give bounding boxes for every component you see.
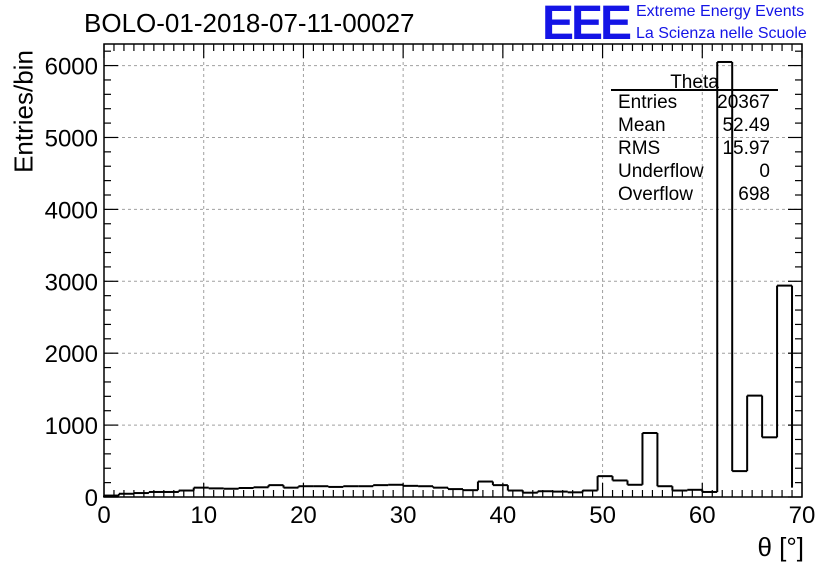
stats-key: RMS	[618, 138, 661, 159]
y-tick-label: 0	[85, 485, 98, 512]
stats-value: 698	[738, 184, 770, 205]
y-tick-label: 1000	[45, 413, 98, 440]
x-tick-label: 0	[97, 502, 110, 529]
y-tick-label: 2000	[45, 341, 98, 368]
stats-row-entries: Entries 20367	[618, 92, 770, 115]
x-tick-label: 50	[589, 502, 616, 529]
stats-value: 20367	[717, 92, 770, 113]
y-tick-label: 6000	[45, 54, 98, 81]
stats-key: Overflow	[618, 184, 693, 205]
stats-title: Theta	[670, 72, 719, 93]
eee-logo: EEE	[542, 0, 632, 50]
y-tick-label: 5000	[45, 125, 98, 152]
x-tick-label: 10	[190, 502, 217, 529]
x-tick-label: 70	[789, 502, 816, 529]
y-axis-label: Entries/bin	[8, 50, 39, 173]
stats-key: Entries	[618, 92, 678, 113]
stats-divider	[611, 89, 778, 91]
y-tick-label: 4000	[45, 197, 98, 224]
logo-text-line2: La Scienza nelle Scuole	[636, 25, 807, 42]
chart-title: BOLO-01-2018-07-11-00027	[84, 8, 415, 38]
stats-value: 52.49	[722, 115, 770, 136]
stats-row-mean: Mean 52.49	[618, 115, 770, 138]
x-tick-label: 30	[390, 502, 417, 529]
stats-key: Mean	[618, 115, 666, 136]
x-tick-label: 60	[689, 502, 716, 529]
x-axis-label: θ [°]	[757, 532, 804, 562]
stats-value: 0	[759, 161, 770, 182]
x-tick-label: 40	[490, 502, 517, 529]
stats-key: Underflow	[618, 161, 704, 182]
x-tick-label: 20	[290, 502, 317, 529]
stats-row-rms: RMS 15.97	[618, 138, 770, 161]
stats-row-overflow: Overflow 698	[618, 184, 770, 207]
y-tick-label: 3000	[45, 269, 98, 296]
stats-box: Theta Entries 20367 Mean 52.49 RMS 15.97…	[611, 69, 778, 209]
stats-row-underflow: Underflow 0	[618, 161, 770, 184]
stats-value: 15.97	[722, 138, 770, 159]
logo-text-line1: Extreme Energy Events	[636, 3, 805, 20]
